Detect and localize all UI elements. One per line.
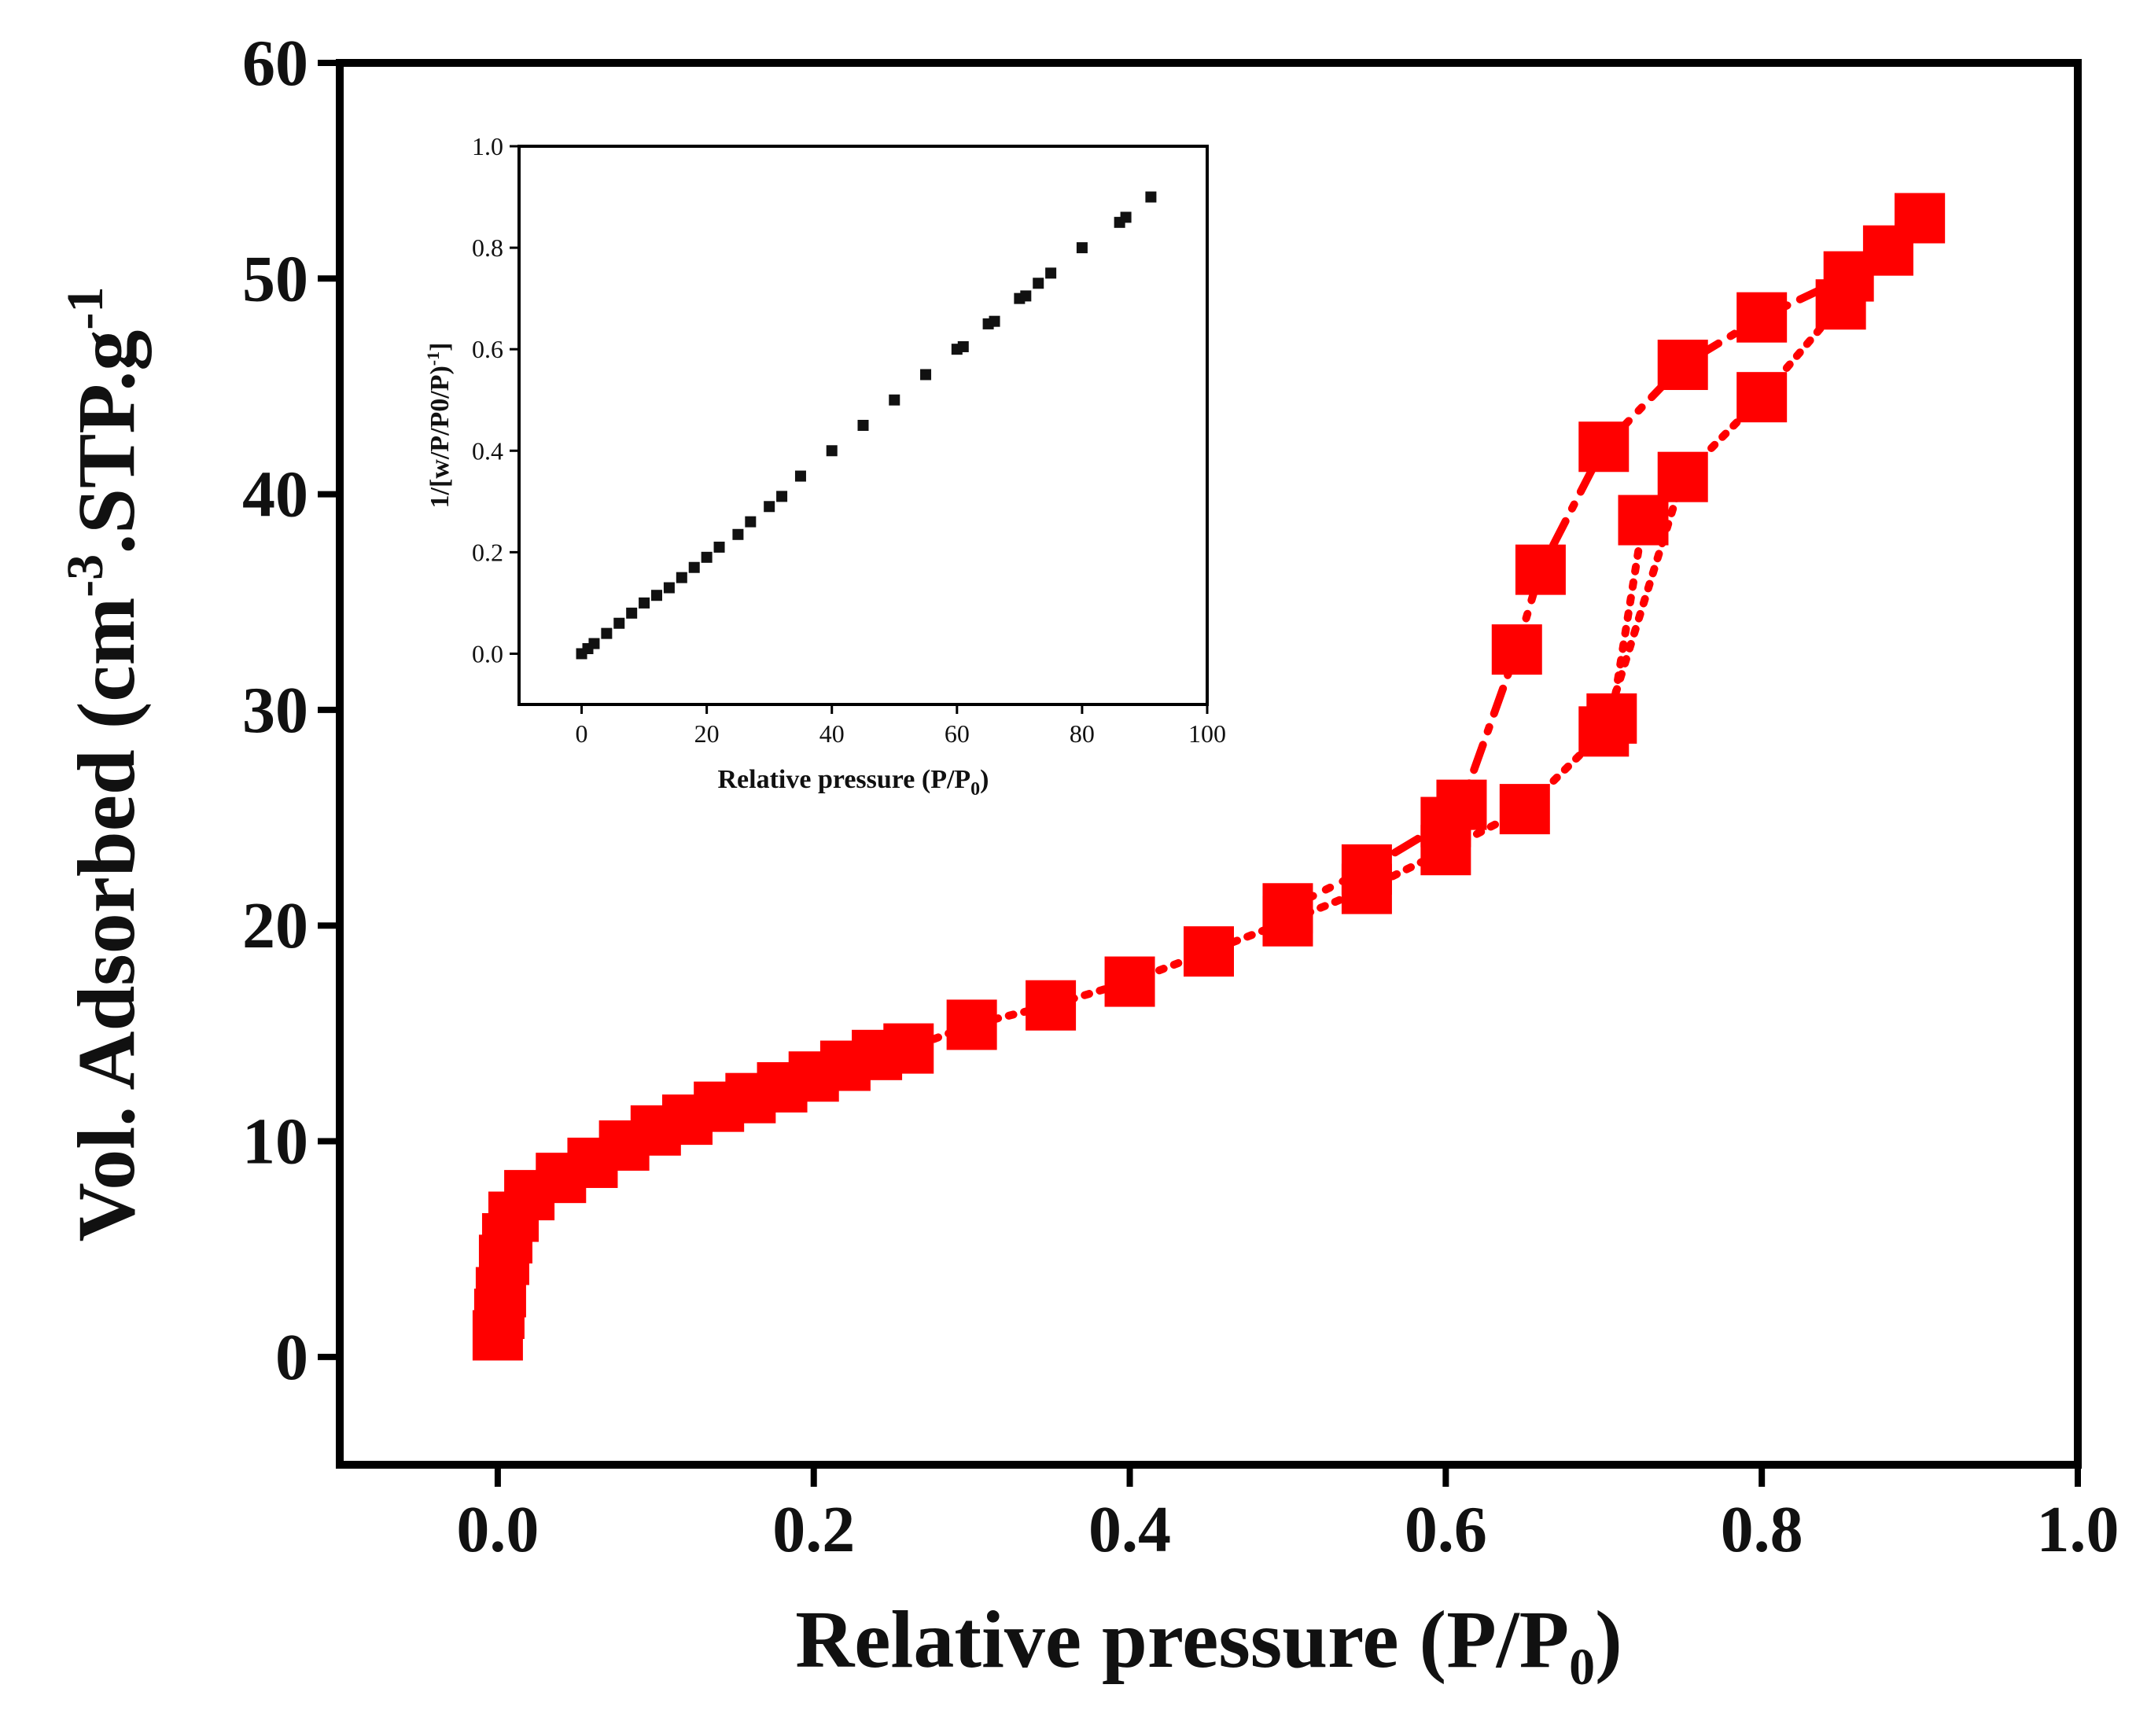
inset-linear-point [776, 491, 788, 502]
main-y-tick-label: 40 [242, 458, 308, 531]
main-desorption-point [1262, 883, 1313, 934]
inset-x-tick-label: 40 [819, 719, 845, 748]
inset-y-tick-label: 0.0 [472, 639, 503, 668]
inset-linear-point [613, 617, 625, 629]
inset-linear-point [920, 369, 932, 381]
inset-linear-point [651, 590, 662, 601]
inset-series-group [576, 191, 1157, 660]
inset-chart: 0 20 40 60 80 100 0.0 0.2 0.4 0.6 0.8 1.0 Relative … [423, 132, 1226, 800]
main-x-tick-label: 0.6 [1405, 1493, 1487, 1566]
main-desorption-point [1341, 844, 1392, 895]
main-desorption-point [1657, 340, 1708, 391]
inset-y-axis-label-sup: -1 [423, 351, 443, 366]
main-y-axis-label-mid: .STP.g [61, 330, 152, 554]
inset-linear-point [732, 528, 744, 540]
main-chart: 0.0 0.2 0.4 0.6 0.8 1.0 0 10 20 30 40 50 60 Relative… [57, 27, 2119, 1696]
main-y-tick-label: 0 [275, 1321, 308, 1394]
main-x-axis-label: Relative pressure (P/P0) [795, 1594, 1622, 1696]
inset-x-tick-label: 80 [1070, 719, 1095, 748]
inset-linear-point [1020, 290, 1032, 302]
inset-x-tick-label: 60 [945, 719, 970, 748]
main-x-axis-label-close: ) [1595, 1594, 1622, 1685]
inset-linear-point [626, 607, 638, 619]
inset-x-tick-label: 100 [1188, 719, 1226, 748]
inset-y-tick-label: 1.0 [472, 132, 503, 160]
inset-x-axis-label-sub: 0 [970, 779, 980, 800]
main-x-axis-label-sub: 0 [1569, 1639, 1595, 1696]
inset-linear-point [1033, 278, 1044, 289]
main-desorption-tail-point [1618, 495, 1669, 546]
inset-linear-point [588, 638, 600, 649]
main-desorption-tail-point [1586, 693, 1637, 744]
main-adsorption-point [1104, 956, 1155, 1007]
inset-y-tick-label: 0.6 [472, 335, 503, 363]
inset-x-tick-label: 20 [694, 719, 720, 748]
main-desorption-point [1420, 796, 1471, 848]
main-desorption-tail-line [1607, 516, 1648, 723]
inset-linear-point [745, 516, 757, 528]
main-adsorption-point [946, 999, 997, 1050]
inset-linear-point [857, 420, 869, 431]
main-ticks-group: 0.0 0.2 0.4 0.6 0.8 1.0 0 10 20 30 40 50 60 [242, 27, 2119, 1566]
inset-linear-point [989, 315, 1000, 327]
main-y-tick-label: 30 [242, 674, 308, 747]
inset-linear-point [688, 561, 700, 573]
inset-linear-point [889, 394, 900, 406]
inset-linear-point [957, 340, 969, 352]
main-y-axis-label: Vol. Adsorbed (cm-3.STP.g-1 [57, 287, 152, 1242]
main-adsorption-point [1499, 784, 1550, 835]
inset-linear-point [701, 551, 713, 563]
main-y-axis-label-sup1: -3 [57, 554, 114, 598]
main-x-tick-label: 0.0 [456, 1493, 539, 1566]
inset-linear-point [1145, 191, 1157, 203]
main-y-tick-label: 60 [242, 27, 308, 100]
main-desorption-point [1491, 624, 1542, 675]
inset-linear-point [663, 582, 675, 594]
inset-linear-point [601, 627, 613, 639]
inset-x-tick-label: 0 [576, 719, 588, 748]
main-y-tick-label: 50 [242, 242, 308, 315]
main-y-axis-label-sup2: -1 [57, 287, 114, 330]
inset-y-axis-label-close: ] [425, 343, 455, 351]
main-desorption-point [1823, 251, 1874, 302]
main-series-group [472, 193, 1946, 1361]
inset-linear-point [1120, 211, 1132, 223]
inset-linear-point [676, 572, 687, 583]
main-y-tick-label: 20 [242, 889, 308, 962]
main-desorption-point [1736, 292, 1788, 343]
main-adsorption-point [883, 1023, 934, 1074]
inset-x-axis-label: Relative pressure (P/P0) [718, 765, 989, 800]
inset-y-axis-label: 1/[w/P/P0/P)-1] [423, 343, 455, 509]
main-desorption-point [1578, 421, 1630, 473]
inset-y-tick-label: 0.8 [472, 234, 503, 262]
main-x-tick-label: 0.2 [772, 1493, 855, 1566]
main-x-tick-label: 1.0 [2037, 1493, 2119, 1566]
inset-linear-point [764, 501, 775, 513]
main-x-tick-label: 0.4 [1088, 1493, 1171, 1566]
inset-linear-point [826, 445, 838, 457]
inset-linear-point [1045, 267, 1057, 279]
inset-linear-point [794, 470, 806, 482]
main-desorption-point [1515, 544, 1566, 595]
inset-linear-point [713, 541, 725, 553]
main-adsorption-point [1184, 926, 1234, 977]
inset-linear-point [639, 597, 650, 609]
inset-linear-point [1076, 242, 1088, 254]
main-adsorption-point [1026, 980, 1077, 1031]
main-x-tick-label: 0.8 [1721, 1493, 1803, 1566]
main-adsorption-point [1736, 372, 1788, 423]
inset-x-axis-label-close: ) [980, 765, 989, 794]
main-plot-frame [336, 59, 2082, 1469]
inset-y-tick-label: 0.4 [472, 436, 503, 465]
main-adsorption-point [1657, 451, 1708, 502]
inset-ticks-group: 0 20 40 60 80 100 0.0 0.2 0.4 0.6 0.8 1.0 [472, 132, 1226, 748]
main-y-tick-label: 10 [242, 1105, 308, 1179]
inset-y-tick-label: 0.2 [472, 538, 503, 566]
